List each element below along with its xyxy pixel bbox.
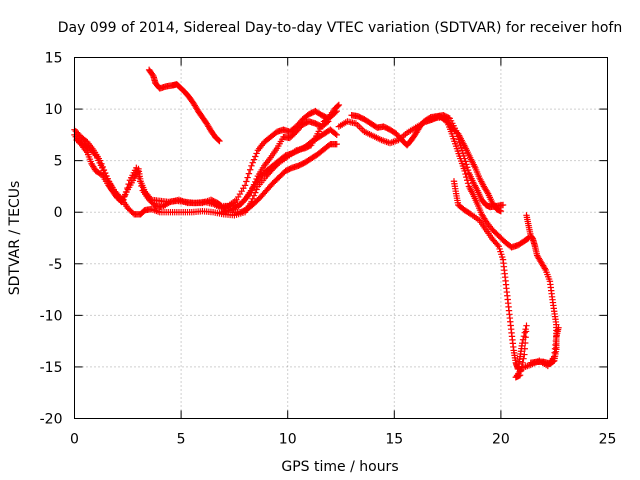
data-point: [252, 153, 259, 160]
data-point: [133, 164, 140, 172]
data-point: [522, 334, 529, 341]
data-point: [484, 189, 491, 196]
data-point: [253, 150, 260, 157]
data-point: [464, 166, 472, 174]
x-tick-label: 5: [177, 432, 186, 448]
y-tick-label: -10: [40, 308, 63, 324]
x-tick-label: 10: [279, 432, 297, 448]
axis-ticks: [74, 57, 608, 419]
data-point: [334, 102, 342, 109]
data-point: [125, 180, 132, 188]
data-markers: [71, 66, 562, 381]
data-point: [249, 159, 256, 166]
data-point: [124, 184, 131, 192]
y-axis-title: SDTVAR / TECUs: [7, 181, 23, 296]
tick-labels: 0 5 10 15 20 25 -20 -15 -10 -5 0 5 10 15: [40, 51, 617, 448]
x-axis-title: GPS time / hours: [281, 459, 398, 475]
x-tick-label: 20: [492, 432, 510, 448]
x-tick-label: 0: [70, 432, 79, 448]
y-tick-label: -5: [49, 257, 63, 273]
series-track-h: [348, 112, 507, 211]
data-point: [244, 174, 251, 181]
data-point: [462, 170, 469, 178]
plot-frame: [74, 57, 608, 419]
data-point: [215, 137, 222, 144]
y-tick-label: -20: [40, 412, 63, 428]
series-track-c: [71, 101, 343, 212]
data-point: [332, 130, 339, 138]
data-point: [463, 173, 470, 181]
data-point: [521, 329, 528, 336]
data-point: [499, 201, 507, 209]
series-track-f: [220, 126, 340, 210]
y-tick-label: 5: [54, 154, 63, 170]
data-point: [91, 150, 98, 158]
data-point: [323, 119, 331, 126]
data-point: [333, 140, 340, 148]
data-point: [464, 164, 471, 171]
series-track-i: [335, 114, 532, 251]
data-point: [521, 345, 528, 352]
data-point: [245, 170, 253, 177]
data-point: [527, 359, 534, 367]
data-point: [333, 131, 340, 139]
chart-title: Day 099 of 2014, Sidereal Day-to-day VTE…: [58, 20, 622, 36]
data-point: [335, 101, 343, 109]
data-point: [497, 207, 505, 215]
series-track-g: [145, 66, 223, 145]
y-tick-label: 10: [45, 102, 63, 118]
data-point: [122, 188, 130, 196]
data-point: [253, 186, 260, 193]
data-point: [250, 156, 258, 163]
y-tick-label: 0: [54, 205, 63, 221]
data-point: [464, 180, 472, 187]
data-point: [494, 241, 501, 249]
data-point: [246, 166, 254, 173]
data-point: [325, 118, 332, 125]
data-point: [243, 178, 250, 185]
data-point: [138, 182, 145, 190]
data-point: [249, 195, 256, 203]
data-point: [522, 328, 530, 335]
y-tick-label: -15: [40, 360, 63, 376]
data-point: [520, 355, 527, 362]
data-point: [522, 339, 529, 347]
x-tick-label: 25: [599, 432, 617, 448]
data-point: [121, 192, 129, 200]
data-point: [541, 265, 549, 272]
data-point: [523, 322, 530, 329]
data-point: [248, 162, 255, 169]
data-point: [242, 194, 250, 202]
series-track-l: [523, 212, 560, 368]
data-point: [461, 167, 468, 175]
y-tick-label: 15: [45, 51, 63, 67]
series-track-k: [450, 178, 562, 381]
x-tick-label: 15: [385, 432, 403, 448]
data-point: [216, 137, 223, 145]
data-point: [464, 177, 471, 184]
series-track-e: [229, 140, 340, 216]
data-point: [120, 196, 127, 204]
data-point: [521, 351, 528, 358]
data-point: [241, 182, 249, 189]
series-track-j: [423, 113, 505, 215]
data-point: [250, 192, 258, 199]
data-point: [134, 169, 141, 176]
data-point: [135, 173, 143, 181]
data-point: [136, 178, 144, 185]
data-point: [463, 161, 470, 168]
